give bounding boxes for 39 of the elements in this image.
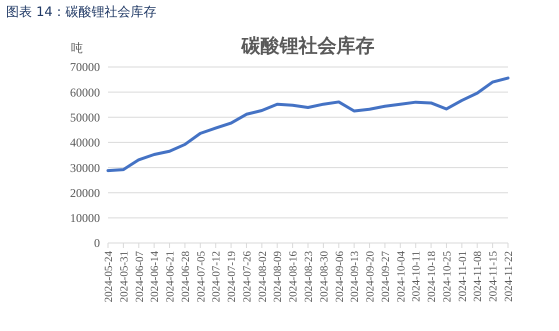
x-tick-label: 2024-11-08 xyxy=(472,250,484,302)
x-tick-label: 2024-09-06 xyxy=(334,250,346,302)
x-tick-label: 2024-10-18 xyxy=(426,250,438,302)
x-tick-label: 2024-08-30 xyxy=(318,250,330,302)
x-tick-label: 2024-11-01 xyxy=(456,251,469,302)
x-tick-label: 2024-06-07 xyxy=(134,250,146,302)
x-tick-label: 2024-08-16 xyxy=(288,250,300,302)
x-tick-label: 2024-10-04 xyxy=(395,250,408,302)
y-tick-label: 40000 xyxy=(70,136,100,150)
x-tick-label: 2024-05-24 xyxy=(103,250,115,302)
x-tick-label: 2024-09-20 xyxy=(364,250,377,302)
x-tick-label: 2024-08-02 xyxy=(256,251,269,302)
y-tick-label: 30000 xyxy=(70,160,100,175)
x-tick-label: 2024-06-28 xyxy=(180,250,192,302)
y-tick-label: 10000 xyxy=(70,211,100,226)
x-tick-label: 2024-07-12 xyxy=(210,251,223,302)
x-tick-label: 2024-05-31 xyxy=(118,251,130,302)
y-tick-label: 50000 xyxy=(70,110,100,124)
x-tick-label: 2024-08-23 xyxy=(303,250,315,302)
x-tick-label: 2024-08-09 xyxy=(272,250,284,302)
x-tick-label: 2024-10-25 xyxy=(441,250,454,302)
y-tick-label: 20000 xyxy=(70,186,100,200)
y-tick-label: 0 xyxy=(94,236,100,250)
x-tick-label: 2024-07-05 xyxy=(195,250,208,302)
x-tick-label: 2024-06-14 xyxy=(149,250,162,302)
x-tick-label: 2024-07-26 xyxy=(241,250,254,302)
line-series xyxy=(106,76,510,172)
chart-title: 碳酸锂社会库存 xyxy=(240,35,374,57)
y-tick-label: 70000 xyxy=(70,60,100,74)
x-tick-label: 2024-06-21 xyxy=(164,251,177,302)
x-tick-label: 2024-11-15 xyxy=(488,250,500,302)
y-axis-title: 吨 xyxy=(71,41,83,55)
x-tick-label: 2024-07-19 xyxy=(226,250,238,302)
x-tick-label: 2024-09-13 xyxy=(349,250,362,302)
y-tick-label: 60000 xyxy=(70,85,100,100)
x-tick-label: 2024-10-11 xyxy=(410,251,423,302)
text: 图表 14：碳酸锂社会库存 xyxy=(6,5,157,20)
x-tick-label: 2024-09-27 xyxy=(380,250,392,302)
x-tick-label: 2024-11-22 xyxy=(503,251,515,302)
